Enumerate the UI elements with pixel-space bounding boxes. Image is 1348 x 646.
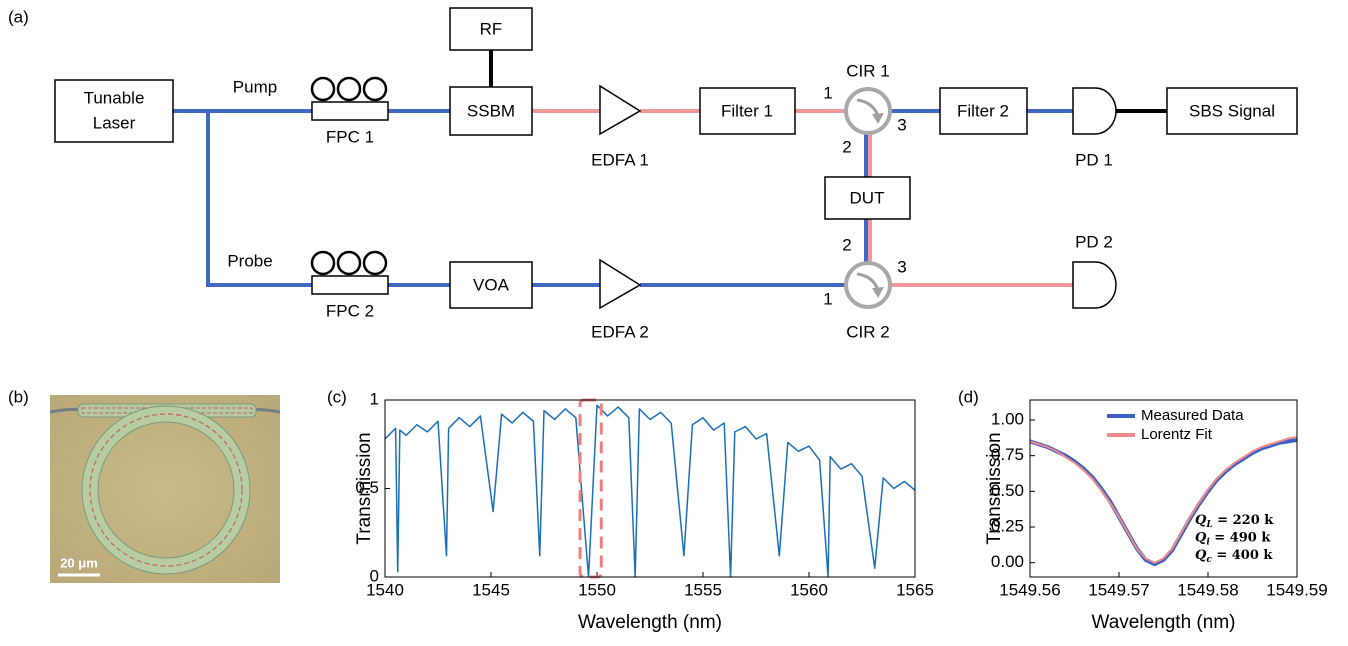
plot-area (385, 404, 915, 578)
y-tick-label: 1.00 (991, 409, 1024, 428)
x-tick-label: 1565 (896, 580, 934, 599)
y-tick-label: 0.00 (991, 552, 1024, 571)
node-label: EDFA 1 (591, 150, 649, 169)
path-label: Pump (233, 77, 277, 96)
node-label: DUT (850, 188, 885, 207)
annotation: Qc = 400 k (1195, 548, 1273, 565)
x-tick-label: 1555 (684, 580, 722, 599)
setup-diagram: Tunable Laser Pump Probe FPC 1 FPC 2 RF … (54, 7, 1298, 341)
node-label: VOA (473, 275, 510, 294)
highlight-box (578, 398, 603, 579)
axes-frame (384, 399, 916, 578)
node-label: FPC 2 (326, 301, 374, 320)
panel-label: (b) (8, 387, 29, 406)
plot-area (1030, 436, 1297, 567)
node-label: Filter 1 (721, 101, 773, 120)
x-tick-label: 1549.59 (1266, 580, 1327, 599)
annotation-symbol: Q (1195, 513, 1207, 528)
annotation-text: = 220 k (1213, 513, 1275, 528)
annotation: Qi = 490 k (1195, 530, 1271, 547)
x-tick-label: 1549.56 (999, 580, 1060, 599)
y-tick-label: 0 (370, 566, 379, 585)
x-tick-label: 1540 (366, 580, 404, 599)
x-tick-label: 1560 (790, 580, 828, 599)
x-tick-label: 1550 (578, 580, 616, 599)
node-label: Filter 2 (957, 101, 1009, 120)
y-tick-label: 0.75 (991, 445, 1024, 464)
port-label: 1 (823, 289, 832, 308)
panel-label: (a) (8, 7, 29, 26)
annotation-text: = 490 k (1210, 530, 1272, 545)
node-label: Laser (93, 113, 136, 132)
port-label: 1 (823, 83, 832, 102)
node-label: SBS Signal (1189, 101, 1275, 120)
annotation-symbol: Q (1195, 548, 1207, 563)
x-axis-label: Wavelength (nm) (1092, 612, 1236, 633)
port-label: 2 (842, 137, 851, 156)
node-label: EDFA 2 (591, 322, 649, 341)
y-axis-label: Transmission (354, 432, 375, 544)
panel-label: (d) (958, 387, 979, 406)
legend-label: Lorentz Fit (1141, 426, 1213, 443)
annotation-subscript: i (1206, 537, 1210, 547)
y-tick-label: 0.5 (355, 478, 379, 497)
node-label: Tunable (84, 88, 145, 107)
scale-bar-label: 20 μm (60, 555, 98, 570)
axes-frame (1029, 399, 1298, 578)
chart: 1549.56 1549.57 1549.58 1549.59 0.00 0.25 0.50… (984, 399, 1328, 633)
chart: 1540 1545 1550 1555 1560 1565 0 0.5 1 Wavelength … (354, 389, 934, 633)
y-tick-label: 0.50 (991, 481, 1024, 500)
node-label: FPC 1 (326, 127, 374, 146)
panel-label: (c) (327, 387, 347, 406)
data-line (385, 404, 915, 578)
annotation-text: = 400 k (1212, 548, 1274, 563)
port-label: 2 (842, 235, 851, 254)
path-label: Probe (227, 251, 272, 270)
x-tick-label: 1549.58 (1177, 580, 1238, 599)
annotation-subscript: c (1206, 555, 1212, 565)
y-tick-label: 1 (370, 389, 379, 408)
node-label: SSBM (467, 101, 515, 120)
data-line (1030, 437, 1297, 567)
micrograph: 20 μm (49, 395, 281, 583)
x-tick-label: 1545 (472, 580, 510, 599)
annotation: QL = 220 k (1195, 513, 1274, 530)
node-label: PD 2 (1075, 232, 1113, 251)
node-label: PD 1 (1075, 150, 1113, 169)
port-label: 3 (897, 115, 906, 134)
x-axis-label: Wavelength (nm) (578, 612, 722, 633)
node-label: RF (480, 19, 503, 38)
data-line (1030, 436, 1297, 564)
node-label: CIR 2 (846, 322, 889, 341)
port-label: 3 (897, 257, 906, 276)
y-tick-label: 0.25 (991, 517, 1024, 536)
annotation-symbol: Q (1195, 530, 1207, 545)
x-tick-label: 1549.57 (1088, 580, 1149, 599)
legend-label: Measured Data (1141, 407, 1244, 424)
y-axis-label: Transmission (984, 432, 1005, 544)
node-label: CIR 1 (846, 61, 889, 80)
annotation-subscript: L (1205, 520, 1212, 530)
